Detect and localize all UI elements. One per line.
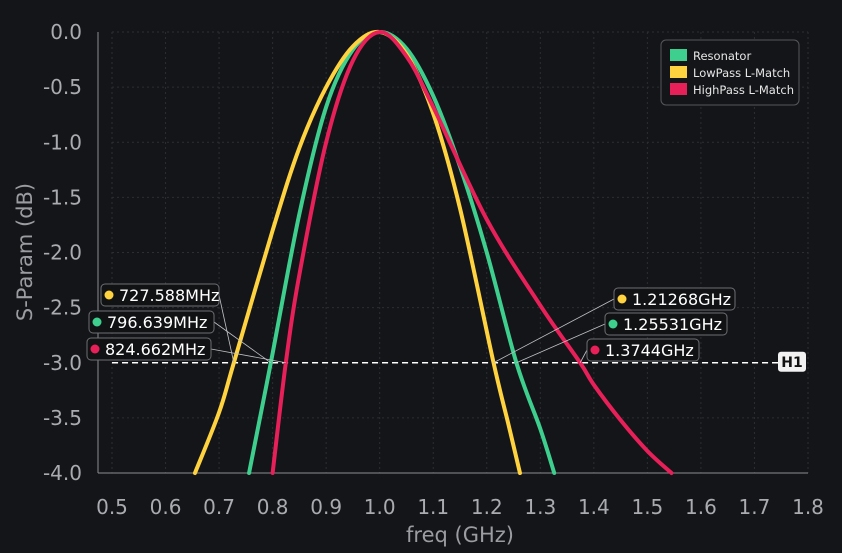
marker-dot <box>617 294 627 304</box>
y-tick-label: 0.0 <box>50 20 82 44</box>
x-axis-label: freq (GHz) <box>406 523 514 547</box>
x-tick-label: 1.2 <box>471 495 503 519</box>
x-tick-label: 1.3 <box>524 495 556 519</box>
y-axis-label: S-Param (dB) <box>13 183 37 321</box>
x-ticks: 0.5 0.6 0.7 0.8 0.9 1.0 1.1 1.2 1.3 1.4 1.5 1.6 1.7 1… <box>96 495 824 519</box>
marker-callout-line <box>493 298 615 364</box>
marker-label-box[interactable] <box>100 283 220 307</box>
y-tick-label: -3.0 <box>43 351 82 375</box>
marker-label: 1.25531GHz <box>623 315 722 334</box>
marker-label-box[interactable] <box>586 338 700 362</box>
marker-label-box[interactable] <box>88 310 215 334</box>
x-tick-label: 1.1 <box>417 495 449 519</box>
marker-label: 1.21268GHz <box>632 290 731 309</box>
x-tick-label: 1.6 <box>685 495 717 519</box>
marker-label: 1.3744GHz <box>605 341 694 360</box>
marker-label: 824.662MHz <box>105 340 205 359</box>
frequency-markers: 727.588MHz 796.639MHz 824.662MHz 1.21268GHz… <box>86 283 736 364</box>
marker-label: 796.639MHz <box>107 313 207 332</box>
series-curves <box>192 29 674 475</box>
h1-label-box <box>778 351 806 372</box>
marker-callout-line <box>579 349 588 363</box>
x-tick-label: 1.5 <box>631 495 663 519</box>
marker-dot <box>90 344 100 354</box>
x-tick-label: 1.7 <box>739 495 771 519</box>
x-tick-label: 1.8 <box>792 495 824 519</box>
y-tick-label: -2.5 <box>43 296 82 320</box>
marker-callout-line <box>210 348 286 364</box>
y-tick-label: -2.0 <box>43 241 82 265</box>
y-tick-label: -1.5 <box>43 185 82 209</box>
series-line-lowpass-l-match <box>192 29 522 475</box>
marker-dot <box>608 319 618 329</box>
series-line-highpass-l-match <box>270 30 674 475</box>
x-tick-label: 1.0 <box>364 495 396 519</box>
legend-label-resonator: Resonator <box>693 49 751 63</box>
legend: Resonator LowPass L-Match HighPass L-Match <box>660 39 800 106</box>
marker-label-box[interactable] <box>604 312 728 336</box>
legend-swatch-lowpass-l-match <box>670 66 687 78</box>
x-tick-label: 0.6 <box>150 495 182 519</box>
h1-label: H1 <box>781 355 802 371</box>
marker-label-box[interactable] <box>86 337 212 361</box>
reference-line-h1: H1 <box>112 351 806 372</box>
marker-callout-line <box>213 321 272 364</box>
legend-label-lowpass-l-match: LowPass L-Match <box>693 66 790 80</box>
legend-box <box>660 39 800 106</box>
x-tick-label: 0.7 <box>203 495 235 519</box>
y-tick-label: -0.5 <box>43 75 82 99</box>
legend-swatch-resonator <box>670 49 687 61</box>
x-tick-label: 0.9 <box>310 495 342 519</box>
y-tick-label: -1.0 <box>43 130 82 154</box>
marker-callout-line <box>516 323 606 364</box>
legend-swatch-highpass-l-match <box>670 83 687 95</box>
marker-label: 727.588MHz <box>119 286 219 305</box>
marker-dot <box>92 317 102 327</box>
x-tick-label: 0.8 <box>257 495 289 519</box>
legend-label-highpass-l-match: HighPass L-Match <box>693 83 794 97</box>
marker-callout-line <box>218 294 235 363</box>
y-ticks: 0.0 -0.5 -1.0 -1.5 -2.0 -2.5 -3.0 -3.5 -4.0 <box>43 20 82 485</box>
x-tick-label: 1.4 <box>578 495 610 519</box>
marker-dot <box>104 290 114 300</box>
marker-dot <box>590 345 600 355</box>
marker-label-box[interactable] <box>613 287 736 311</box>
y-tick-label: -3.5 <box>43 406 82 430</box>
y-tick-label: -4.0 <box>43 461 82 485</box>
series-line-resonator <box>247 29 557 475</box>
x-tick-label: 0.5 <box>96 495 128 519</box>
